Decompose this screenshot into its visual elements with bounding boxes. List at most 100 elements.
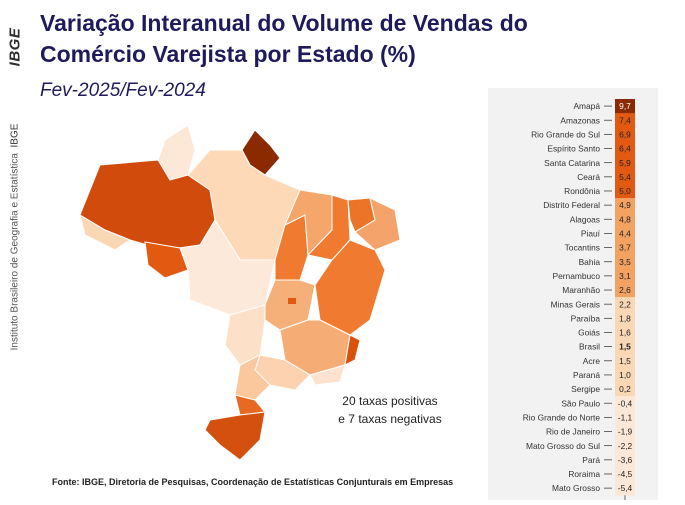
value-label: 0,2 [619, 384, 631, 394]
category-label: Paraná [573, 370, 600, 380]
value-label: -2,2 [618, 441, 633, 451]
value-label: 4,4 [619, 229, 631, 239]
logo-text: IBGE [6, 27, 24, 67]
bar-mato-grosso [615, 481, 635, 496]
category-label: Piauí [581, 229, 601, 239]
value-label: 7,4 [619, 115, 631, 125]
map-note: 20 taxas positivas e 7 taxas negativas [320, 392, 460, 428]
value-label: -3,6 [618, 455, 633, 465]
bar-brasil [615, 339, 635, 354]
map-state-rio-grande-do-sul [204, 411, 266, 461]
category-label: Tocantins [565, 243, 600, 253]
bar-rio-de-janeiro [615, 424, 635, 439]
bar-piauí [615, 226, 635, 241]
bar-santa-catarina [615, 155, 635, 171]
map-state-bahia [314, 239, 386, 336]
value-label: -1,9 [618, 427, 633, 437]
value-label: 9,7 [619, 101, 631, 111]
bar-espírito-santo [615, 141, 635, 156]
brazil-choropleth-map [79, 124, 401, 461]
page-title: Variação Interanual do Volume de Vendas … [40, 10, 528, 67]
value-label: 3,1 [619, 271, 631, 281]
value-label: 1,8 [619, 313, 631, 323]
category-label: Amazonas [560, 115, 600, 125]
value-label: 2,2 [619, 299, 631, 309]
value-label: 6,4 [619, 144, 631, 154]
map-note-line2: e 7 taxas negativas [338, 412, 442, 426]
map-state-mato-grosso [179, 219, 276, 316]
category-label: Pará [582, 455, 600, 465]
value-label: 1,5 [619, 356, 631, 366]
category-label: Minas Gerais [551, 299, 600, 309]
value-label: -4,5 [618, 469, 633, 479]
map-state-acre [79, 213, 132, 251]
value-label: 3,7 [619, 243, 631, 253]
category-label: Mato Grosso do Sul [526, 441, 600, 451]
bar-maranhão [615, 282, 635, 298]
institution-full: Instituto Brasileiro de Geografia e Esta… [9, 153, 21, 351]
category-label: Santa Catarina [544, 158, 600, 168]
bar-bahia [615, 254, 635, 270]
category-label: Distrito Federal [543, 200, 600, 210]
category-label: Brasil [579, 342, 600, 352]
map-state-df [288, 298, 296, 304]
map-state-espirito-santo [344, 334, 361, 366]
category-label: Pernambuco [553, 271, 601, 281]
bar-goiás [615, 325, 635, 340]
value-label: 4,8 [619, 214, 631, 224]
category-label: Amapá [573, 101, 600, 111]
value-label: 5,0 [619, 186, 631, 196]
bar-tocantins [615, 240, 635, 255]
bar-pernambuco [615, 268, 635, 284]
category-label: Sergipe [571, 384, 600, 394]
category-label: Acre [583, 356, 601, 366]
ibge-sidebar: IBGE Instituto Brasileiro de Geografia e… [4, 12, 26, 351]
category-label: Rondônia [564, 186, 600, 196]
value-label: 1,6 [619, 328, 631, 338]
bar-paraíba [615, 311, 635, 326]
category-label: Roraima [568, 469, 600, 479]
bar-pará [615, 452, 635, 468]
bar-distrito-federal [615, 198, 635, 213]
bar-paraná [615, 367, 635, 383]
value-label: 1,5 [619, 342, 631, 352]
bar-são-paulo [615, 396, 635, 411]
value-label: -1,1 [618, 412, 633, 422]
bar-rio-grande-do-norte [615, 410, 635, 425]
bar-rondônia [615, 183, 635, 199]
page-subtitle: Fev-2025/Fev-2024 [40, 80, 206, 101]
ibge-logo: IBGE [4, 12, 26, 82]
category-label: Rio Grande do Sul [531, 129, 600, 139]
map-state-goias [264, 279, 316, 331]
category-label: Paraíba [571, 313, 601, 323]
bar-roraima [615, 466, 635, 482]
map-state-rio-de-janeiro [309, 364, 346, 386]
value-label: 6,9 [619, 129, 631, 139]
bar-amazonas [615, 113, 635, 128]
category-label: Goiás [578, 328, 600, 338]
value-label: -0,4 [618, 398, 633, 408]
value-label: 2,6 [619, 285, 631, 295]
map-state-rondonia [144, 241, 189, 279]
value-label: 1,0 [619, 370, 631, 380]
bar-alagoas [615, 212, 635, 227]
category-label: Mato Grosso [552, 483, 600, 493]
bar-sergipe [615, 382, 635, 397]
category-label: Rio de Janeiro [546, 427, 600, 437]
map-note-line1: 20 taxas positivas [342, 394, 438, 408]
institution-name: Instituto Brasileiro de Geografia e Esta… [10, 124, 21, 351]
category-label: Maranhão [562, 285, 600, 295]
institution-short: IBGE [9, 123, 21, 148]
value-label: 4,9 [619, 200, 631, 210]
bar-rio-grande-do-sul [615, 127, 635, 142]
category-label: Rio Grande do Norte [523, 412, 601, 422]
source-note: Fonte: IBGE, Diretoria de Pesquisas, Coo… [52, 477, 454, 487]
bar-ceará [615, 169, 635, 185]
category-label: Bahia [579, 257, 601, 267]
category-label: Espírito Santo [547, 144, 600, 154]
bar-amapá [615, 99, 635, 114]
bar-acre [615, 353, 635, 369]
value-label: 5,4 [619, 172, 631, 182]
value-label: 3,5 [619, 257, 631, 267]
bar-minas-gerais [615, 297, 635, 312]
